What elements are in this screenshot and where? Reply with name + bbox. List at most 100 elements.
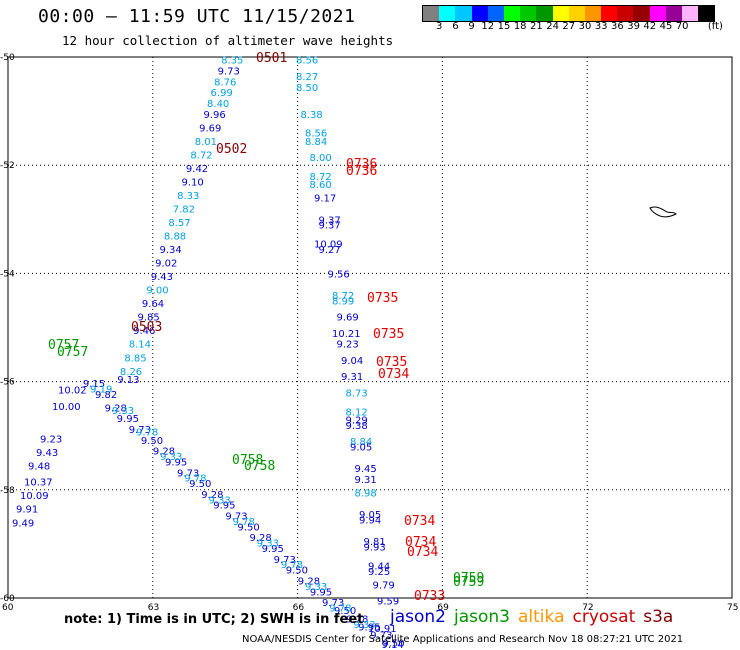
legend-tick-label: 15 bbox=[497, 21, 511, 32]
wave-height-label: 9.31 bbox=[341, 372, 363, 383]
satellite-legend-item: jason3 bbox=[454, 607, 510, 627]
wave-height-label: 9.81 bbox=[364, 537, 386, 548]
wave-height-label: 9.43 bbox=[151, 272, 173, 283]
x-tick-label: 60 bbox=[2, 603, 14, 613]
wave-height-label: 9.29 bbox=[346, 415, 368, 426]
track-marker: 9.78 bbox=[329, 604, 351, 615]
track-marker: 9.73 bbox=[177, 468, 199, 479]
pass-id-label: 0758 bbox=[232, 453, 263, 468]
wave-height-label: 8.72 bbox=[190, 150, 212, 161]
wave-height-label: 10.00 bbox=[52, 402, 81, 413]
wave-height-label: 8.99 bbox=[332, 296, 354, 307]
wave-height-label: 8.56 bbox=[305, 129, 327, 140]
track-marker: 9.28 bbox=[250, 533, 272, 544]
wave-height-label: 9.05 bbox=[350, 443, 372, 454]
y-tick-label: -52 bbox=[0, 161, 15, 171]
track-marker: 9.28 bbox=[153, 447, 175, 458]
track-marker: 9.95 bbox=[117, 414, 139, 425]
y-tick-label: -60 bbox=[0, 594, 15, 604]
wave-height-label: 8.27 bbox=[296, 72, 318, 83]
wave-height-label: 6.99 bbox=[211, 88, 233, 99]
satellite-legend-item: s3a bbox=[643, 607, 674, 627]
wave-height-label: 9.96 bbox=[204, 110, 226, 121]
wave-height-label: 8.98 bbox=[355, 489, 377, 500]
wave-height-label: 8.50 bbox=[296, 83, 318, 94]
legend-swatch bbox=[584, 6, 602, 21]
wave-height-label: 9.45 bbox=[355, 464, 377, 475]
wave-height-label: 9.48 bbox=[28, 461, 50, 472]
wave-height-label: 9.34 bbox=[160, 245, 182, 256]
y-tick-label: -58 bbox=[0, 486, 15, 496]
x-tick-label: 63 bbox=[148, 603, 159, 613]
pass-id-label: 0734 bbox=[404, 514, 435, 529]
wave-height-label: 10.02 bbox=[58, 386, 87, 397]
legend-tick-label: 18 bbox=[513, 21, 527, 32]
wave-height-label: 10.09 bbox=[20, 491, 49, 502]
legend-swatch bbox=[520, 6, 537, 21]
track-marker: 9.50 bbox=[189, 479, 211, 490]
legend-tick-label: 21 bbox=[530, 21, 543, 32]
legend-tick-label: 3 bbox=[436, 21, 443, 32]
legend-swatch bbox=[423, 6, 440, 21]
track-marker: 9.95 bbox=[165, 457, 187, 468]
track-marker: 9.50 bbox=[141, 436, 163, 447]
wave-height-label: 9.37 bbox=[319, 215, 341, 226]
track-markers: 9.159.829.289.959.739.509.289.959.739.50… bbox=[83, 379, 405, 650]
wave-height-label: 7.82 bbox=[173, 204, 195, 215]
axis-tick-labels: 60 63 66 69 72 75 -50 -52 -54 -56 -58 -60 bbox=[0, 53, 738, 613]
wave-height-label: 9.14 bbox=[382, 640, 404, 650]
pass-labels: 0501050205030736073607350735073507340734… bbox=[48, 51, 484, 604]
track-marker: 9.50 bbox=[286, 566, 308, 577]
wave-height-label: 9.93 bbox=[364, 543, 386, 554]
y-tick-label: -54 bbox=[0, 269, 15, 279]
wave-height-label: 9.37 bbox=[319, 221, 341, 232]
legend-swatch bbox=[536, 6, 553, 21]
pass-id-label: 0734 bbox=[405, 535, 436, 550]
island-outline bbox=[649, 206, 677, 218]
wave-height-label: 9.38 bbox=[346, 421, 368, 432]
track-marker: 9.50 bbox=[334, 606, 356, 617]
track-marker: 9.73 bbox=[129, 425, 151, 436]
legend-tick-label: 24 bbox=[546, 21, 559, 32]
wave-height-label: 9.79 bbox=[373, 580, 395, 591]
wave-height-label: 9.64 bbox=[142, 299, 164, 310]
wave-height-label: 8.73 bbox=[346, 388, 368, 399]
map-frame bbox=[7, 56, 733, 599]
wave-height-label: 8.88 bbox=[164, 232, 186, 243]
pass-id-label: 0502 bbox=[216, 142, 247, 157]
legend-tick-label: 36 bbox=[611, 21, 624, 32]
legend-swatch bbox=[552, 6, 569, 21]
pass-id-label: 0735 bbox=[373, 327, 404, 342]
satellite-legend-item: altika bbox=[518, 607, 565, 627]
footer-credit: NOAA/NESDIS Center for Satellite Applica… bbox=[242, 634, 684, 645]
legend-swatch bbox=[439, 6, 456, 21]
track-marker: 9.50 bbox=[237, 522, 259, 533]
wave-height-label: 8.35 bbox=[221, 56, 243, 67]
wave-height-label: 8.56 bbox=[296, 56, 318, 67]
pass-id-label: 0736 bbox=[346, 157, 377, 172]
track-marker: 9.78 bbox=[136, 428, 158, 439]
track-marker: 9.78 bbox=[281, 560, 303, 571]
track-marker: 9.33 bbox=[257, 539, 279, 550]
track-marker: 9.28 bbox=[201, 490, 223, 501]
wave-height-label: 8.01 bbox=[195, 137, 217, 148]
legend-tick-label: 30 bbox=[578, 21, 592, 32]
track-marker: 9.33 bbox=[160, 452, 182, 463]
y-tick-label: -56 bbox=[0, 378, 15, 388]
legend-tick-label: 6 bbox=[452, 21, 459, 32]
wave-height-label: 9.13 bbox=[117, 375, 139, 386]
legend-tick-label: 42 bbox=[643, 21, 657, 32]
pass-id-label: 0501 bbox=[256, 51, 287, 66]
wave-height-label: 9.23 bbox=[40, 434, 62, 445]
wave-height-label: 9.02 bbox=[155, 259, 177, 270]
wave-height-label: 9.05 bbox=[359, 510, 381, 521]
wave-height-label: 10.37 bbox=[24, 478, 53, 489]
legend-tick-label: 39 bbox=[627, 21, 640, 32]
map-subtitle: 12 hour collection of altimeter wave hei… bbox=[62, 33, 394, 48]
legend-unit-label: (ft) bbox=[707, 21, 723, 32]
track-marker: 9.33 bbox=[112, 406, 134, 417]
track-marker: 9.73 bbox=[370, 631, 392, 642]
legend-swatch bbox=[601, 6, 618, 21]
wave-height-label: 9.00 bbox=[146, 286, 168, 297]
